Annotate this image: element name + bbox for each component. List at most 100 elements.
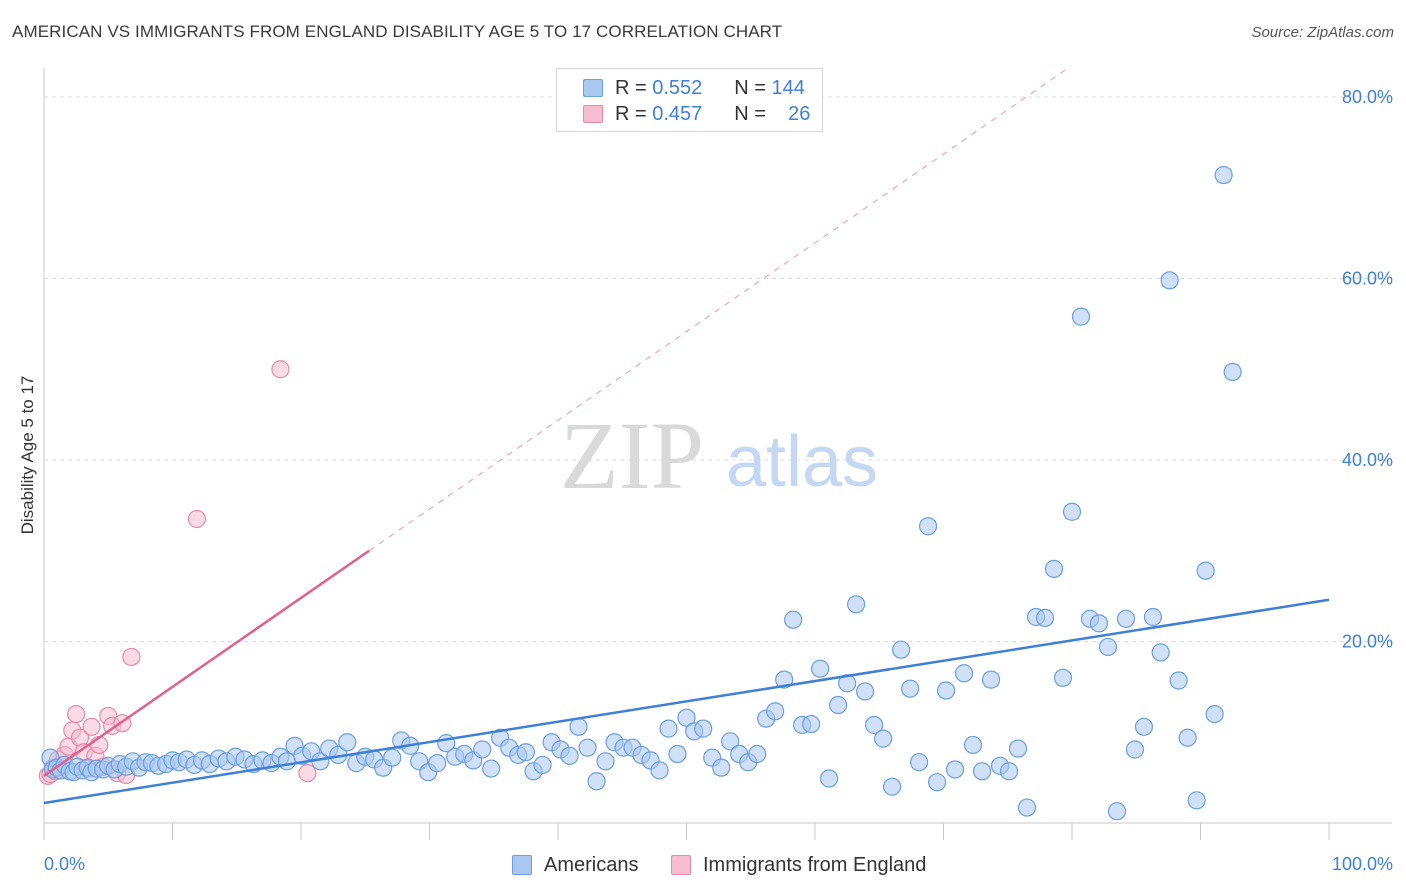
data-point — [271, 360, 290, 379]
data-point — [560, 746, 579, 765]
data-point — [596, 752, 615, 771]
data-point — [784, 610, 803, 629]
data-point — [927, 773, 947, 792]
data-point — [954, 664, 974, 683]
data-point — [1062, 502, 1082, 521]
data-point — [1143, 607, 1163, 627]
data-point — [909, 753, 929, 772]
data-point — [587, 772, 606, 791]
data-point — [1160, 271, 1179, 290]
data-point — [1196, 561, 1215, 580]
legend-n-value: 26 — [788, 102, 811, 125]
trend-line-england — [43, 549, 370, 777]
data-point — [1089, 614, 1109, 633]
data-point — [748, 744, 767, 764]
chart-title: AMERICAN VS IMMIGRANTS FROM ENGLAND DISA… — [12, 22, 783, 41]
data-point — [856, 682, 875, 701]
data-point — [383, 748, 402, 767]
data-point — [775, 670, 794, 689]
data-point — [829, 695, 848, 715]
data-point — [1169, 671, 1188, 690]
data-point — [1187, 791, 1206, 810]
data-point — [1223, 362, 1242, 382]
legend-item-england: Immigrants from England — [671, 852, 926, 878]
data-point — [677, 708, 696, 727]
legend-label-americans: Americans — [544, 853, 639, 876]
data-point — [721, 732, 740, 751]
y-tick-label: 80.0% — [1342, 87, 1393, 107]
data-point — [569, 717, 588, 736]
data-point — [874, 729, 893, 748]
data-point — [882, 777, 902, 796]
x-tick-label: 100.0% — [1332, 854, 1393, 874]
legend-row-americans: R = 0.552 N = 144 — [583, 76, 805, 100]
gridlines — [44, 96, 1392, 642]
tick-labels: 20.0% 40.0% 60.0% 80.0% 0.0% 100.0% — [44, 87, 1393, 874]
data-point — [802, 714, 821, 734]
legend-swatch-england — [671, 855, 691, 875]
data-point — [277, 752, 296, 771]
data-point — [1053, 668, 1073, 687]
data-point — [473, 740, 492, 759]
data-point — [945, 760, 965, 779]
data-point — [578, 738, 597, 757]
data-point — [1017, 798, 1037, 817]
legend-r-value: 0.457 — [652, 102, 703, 125]
data-point — [963, 735, 983, 755]
legend-r-label: R = — [615, 76, 647, 99]
data-point — [67, 704, 86, 724]
watermark-atlas: atlas — [726, 422, 878, 502]
data-point — [1178, 728, 1197, 747]
data-point — [1071, 307, 1091, 326]
data-point — [1107, 802, 1127, 821]
data-point — [122, 647, 141, 667]
data-point — [533, 755, 552, 775]
legend-row-england: R = 0.457 N = 26 — [583, 102, 810, 126]
data-point — [1151, 643, 1170, 662]
data-point — [891, 640, 911, 659]
data-point — [1134, 717, 1154, 736]
data-point — [1044, 559, 1064, 579]
data-point — [1098, 637, 1118, 657]
data-point — [1205, 704, 1224, 724]
data-point — [428, 754, 447, 773]
source-label: Source: ZipAtlas.com — [1251, 24, 1394, 41]
data-point — [82, 717, 101, 736]
data-point — [482, 759, 501, 778]
data-point — [187, 509, 207, 529]
y-tick-label: 20.0% — [1342, 632, 1393, 652]
legend-r-value: 0.552 — [652, 76, 703, 99]
data-point — [298, 763, 317, 783]
axes — [43, 68, 1392, 840]
data-point — [900, 679, 920, 698]
legend-r-label: R = — [615, 102, 647, 125]
data-point — [811, 659, 830, 678]
legend-swatch-americans — [583, 79, 603, 97]
data-point — [1116, 609, 1136, 628]
legend-swatch-england — [583, 105, 603, 123]
data-point — [865, 715, 884, 735]
x-tick-label: 0.0% — [44, 854, 85, 874]
data-point — [981, 670, 1001, 689]
trend-lines — [43, 69, 1330, 805]
watermark: ZIP atlas — [560, 402, 878, 509]
y-tick-label: 60.0% — [1342, 269, 1393, 289]
legend-swatch-americans — [512, 855, 532, 875]
watermark-zip: ZIP — [560, 402, 704, 509]
data-point — [847, 595, 866, 614]
data-point — [338, 733, 357, 752]
trend-line-england-extended — [368, 69, 1066, 552]
data-point — [712, 758, 731, 777]
data-point — [1035, 608, 1055, 628]
data-point — [972, 762, 992, 781]
data-point — [918, 517, 938, 536]
data-point — [694, 719, 713, 738]
legend-label-england: Immigrants from England — [703, 853, 927, 876]
data-point — [1214, 165, 1233, 185]
data-point — [668, 744, 687, 764]
data-point — [766, 702, 785, 721]
legend-n-label: N = — [734, 102, 766, 125]
data-point — [516, 743, 535, 762]
y-tick-label: 40.0% — [1342, 450, 1393, 470]
